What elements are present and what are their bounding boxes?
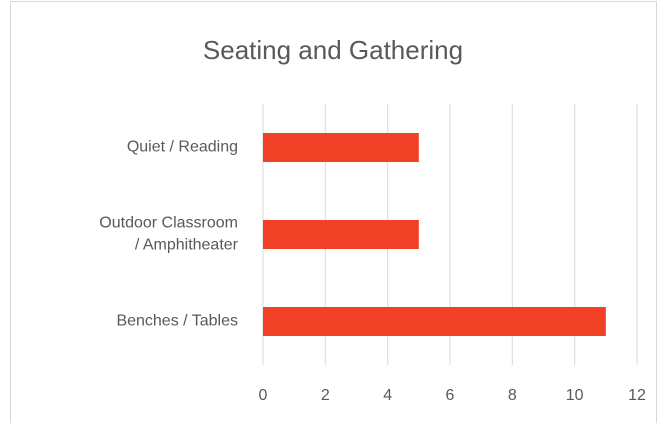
x-tick-label: 10 bbox=[566, 387, 584, 404]
chart-border bbox=[10, 1, 657, 423]
x-tick-label: 12 bbox=[628, 387, 646, 404]
y-tick-label: Quiet / Reading bbox=[127, 139, 238, 156]
bar bbox=[263, 133, 419, 162]
chart-title: Seating and Gathering bbox=[203, 35, 463, 65]
x-tick-label: 4 bbox=[383, 387, 392, 404]
y-tick-label: Outdoor Classroom / Amphitheater bbox=[99, 215, 238, 254]
x-tick-label: 6 bbox=[446, 387, 455, 404]
bar bbox=[263, 307, 606, 336]
bar bbox=[263, 220, 419, 249]
x-tick-label: 0 bbox=[259, 387, 268, 404]
x-tick-label: 8 bbox=[508, 387, 517, 404]
x-tick-label: 2 bbox=[321, 387, 330, 404]
y-tick-label: Benches / Tables bbox=[116, 313, 238, 330]
